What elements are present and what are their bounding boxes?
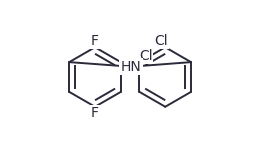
Text: F: F — [91, 106, 99, 120]
Text: F: F — [91, 34, 99, 48]
Text: Cl: Cl — [155, 34, 168, 48]
Text: Cl: Cl — [139, 49, 152, 63]
Text: HN: HN — [121, 60, 141, 74]
